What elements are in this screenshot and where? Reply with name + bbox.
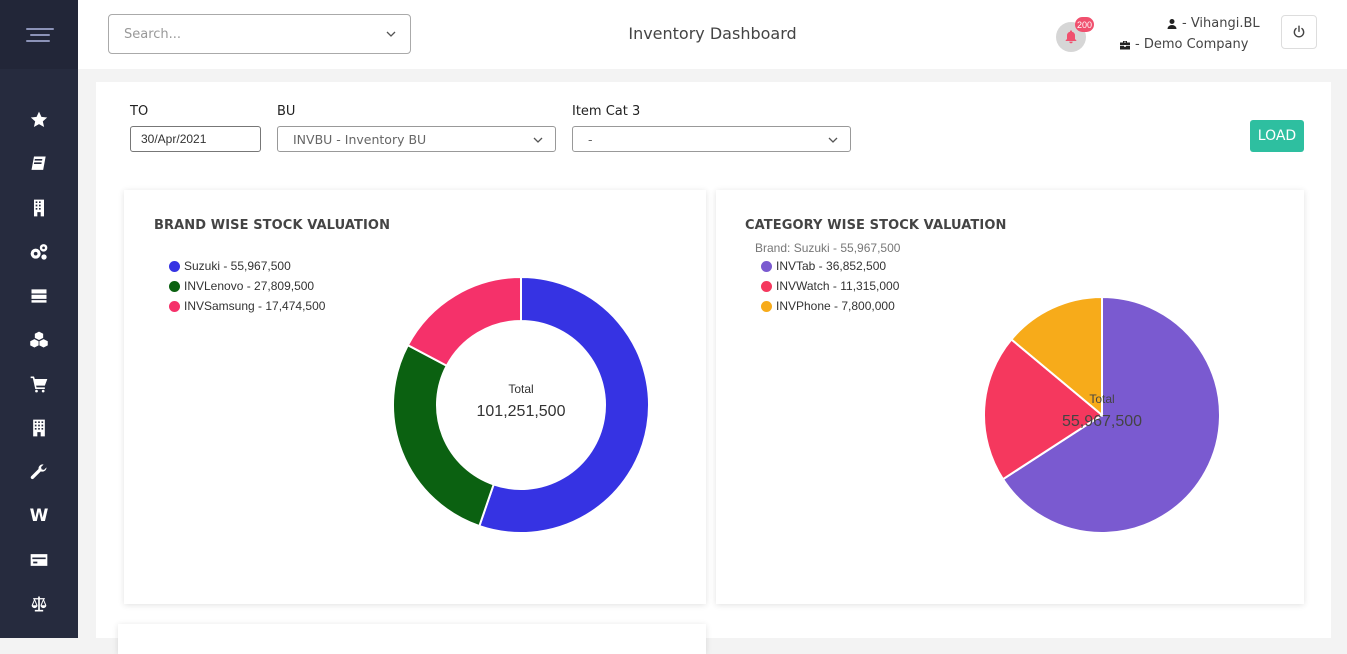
chevron-down-icon <box>386 31 396 37</box>
slice-invtab[interactable] <box>1001 295 1221 534</box>
user-icon <box>1167 18 1177 29</box>
sidebar-item-favorites[interactable] <box>27 108 51 132</box>
legend-dot <box>761 280 772 292</box>
sidebar-item-inventory[interactable] <box>27 328 51 352</box>
legend-dot <box>761 300 772 312</box>
chart-subtitle: Brand: Suzuki - 55,967,500 <box>755 241 901 255</box>
office-icon <box>33 419 45 437</box>
slice-invsamsung[interactable] <box>406 275 522 368</box>
sidebar-item-server[interactable] <box>27 284 51 308</box>
center-label: Total <box>508 382 533 396</box>
legend-item[interactable]: INVPhone - 7,800,000 <box>761 299 895 313</box>
bell-icon <box>1065 30 1077 44</box>
legend-item[interactable]: INVWatch - 11,315,000 <box>761 279 899 293</box>
brand-chart-card: BRAND WISE STOCK VALUATION Suzuki - 55,9… <box>124 190 706 604</box>
legend-label: INVPhone - 7,800,000 <box>776 299 895 313</box>
itemcat-selected-value: - <box>588 131 593 147</box>
bu-select[interactable]: INVBU - Inventory BU <box>277 126 556 152</box>
building-icon <box>34 199 44 217</box>
slice-invwatch[interactable] <box>983 338 1104 481</box>
legend-label: Suzuki - 55,967,500 <box>184 259 291 273</box>
search-placeholder: Search... <box>124 26 182 42</box>
sidebar-header <box>0 0 78 69</box>
center-label: Total <box>1089 392 1114 406</box>
slice-suzuki[interactable] <box>478 275 650 534</box>
itemcat-select[interactable]: - <box>572 126 851 152</box>
balance-scale-icon <box>31 596 47 612</box>
hamburger-menu-icon[interactable] <box>26 26 54 44</box>
sidebar-item-company[interactable] <box>27 416 51 440</box>
bu-selected-value: INVBU - Inventory BU <box>293 131 427 147</box>
logout-button[interactable] <box>1281 15 1317 49</box>
sidebar-item-books[interactable] <box>27 152 51 176</box>
chevron-down-icon <box>533 137 543 143</box>
center-value: 55,967,500 <box>1062 413 1142 430</box>
sidebar-item-w-module[interactable]: W <box>27 504 51 528</box>
notification-badge: 200 <box>1075 17 1095 32</box>
legend-item[interactable]: INVSamsung - 17,474,500 <box>169 299 325 313</box>
company-info[interactable]: - Demo Company <box>1119 37 1248 52</box>
sidebar-item-settings[interactable] <box>27 240 51 264</box>
sidebar: W <box>0 0 78 638</box>
server-icon <box>31 289 47 303</box>
legend-label: INVTab - 36,852,500 <box>776 259 887 273</box>
chart-title: CATEGORY WISE STOCK VALUATION <box>745 218 1007 233</box>
cart-icon <box>30 376 48 393</box>
legend-dot <box>761 260 772 272</box>
gears-icon <box>30 244 48 260</box>
legend-label: INVLenovo - 27,809,500 <box>184 279 315 293</box>
legend-item[interactable]: Suzuki - 55,967,500 <box>169 259 291 273</box>
chart-title: BRAND WISE STOCK VALUATION <box>154 218 391 233</box>
to-label: TO <box>130 104 149 119</box>
sidebar-item-legal[interactable] <box>27 592 51 616</box>
legend-item[interactable]: INVLenovo - 27,809,500 <box>169 279 314 293</box>
itemcat-label: Item Cat 3 <box>572 104 641 119</box>
user-name: - Vihangi.BL <box>1182 16 1260 31</box>
legend-label: INVWatch - 11,315,000 <box>776 279 900 293</box>
sidebar-item-tools[interactable] <box>27 460 51 484</box>
sidebar-item-payments[interactable] <box>27 548 51 572</box>
center-value: 101,251,500 <box>477 403 566 420</box>
brand-doughnut-chart: Total 101,251,500 <box>392 275 650 534</box>
legend-label: INVSamsung - 17,474,500 <box>184 299 326 313</box>
wrench-icon <box>30 464 47 480</box>
star-icon <box>30 111 48 127</box>
legend-item[interactable]: INVTab - 36,852,500 <box>761 259 886 273</box>
bu-label: BU <box>277 104 296 119</box>
legend-dot <box>169 300 180 312</box>
credit-card-icon <box>30 554 48 566</box>
slice-invlenovo[interactable] <box>392 343 495 528</box>
w-letter-icon: W <box>29 506 49 526</box>
sidebar-item-purchasing[interactable] <box>27 372 51 396</box>
legend-dot <box>169 280 180 292</box>
company-name: - Demo Company <box>1135 37 1249 52</box>
category-pie-chart: Total 55,967,500 <box>983 295 1221 534</box>
top-bar: Search... Inventory Dashboard 200 - Viha… <box>78 0 1347 69</box>
search-input[interactable]: Search... <box>108 14 411 54</box>
briefcase-icon <box>1120 40 1130 49</box>
to-date-input[interactable]: 30/Apr/2021 <box>130 126 261 152</box>
sidebar-item-documents[interactable] <box>27 196 51 220</box>
legend-dot <box>169 260 180 272</box>
book-icon <box>31 156 46 170</box>
user-info[interactable]: - Vihangi.BL <box>1166 16 1260 31</box>
dashboard-content: TO 30/Apr/2021 BU INVBU - Inventory BU I… <box>96 82 1331 654</box>
load-button[interactable]: LOAD <box>1250 120 1304 152</box>
cubes-icon <box>30 331 48 348</box>
chevron-down-icon <box>828 137 838 143</box>
bottom-chart-card <box>118 624 706 654</box>
power-icon <box>1293 25 1305 38</box>
notification-button[interactable] <box>1056 22 1086 52</box>
slice-invphone[interactable] <box>1009 295 1103 418</box>
category-chart-card: CATEGORY WISE STOCK VALUATION Brand: Suz… <box>716 190 1304 604</box>
